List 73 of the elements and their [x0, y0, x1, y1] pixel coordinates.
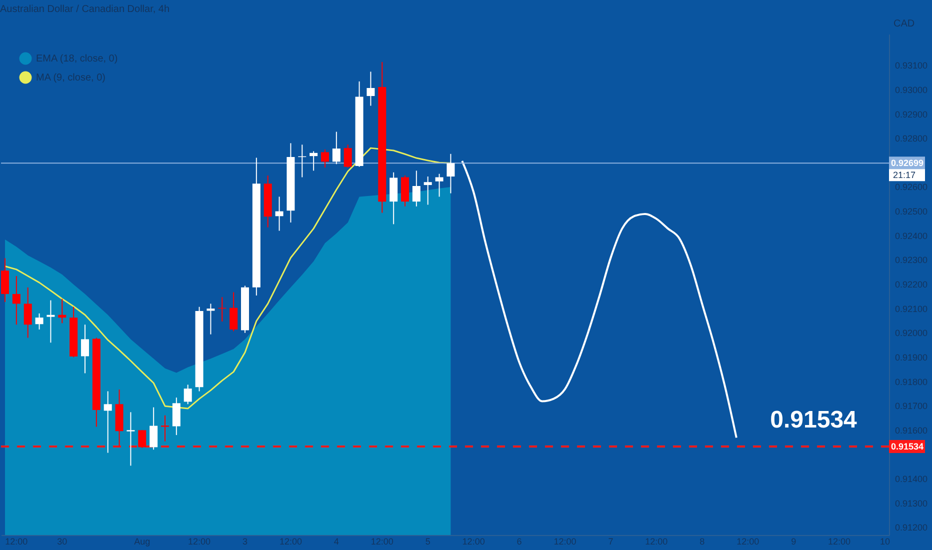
candlestick [275, 196, 284, 232]
candlestick [446, 153, 455, 194]
candlestick [435, 173, 444, 198]
legend-label: EMA (18, close, 0) [36, 54, 118, 64]
x-tick-label: 5 [425, 536, 430, 546]
candlestick [150, 406, 158, 450]
candlestick [24, 286, 32, 338]
ref-line-label: 0.91534 [891, 441, 924, 452]
y-tick-label: 0.91400 [895, 474, 928, 484]
y-tick-label: 0.93000 [895, 84, 928, 95]
candlestick [184, 384, 192, 405]
candlestick [206, 303, 215, 335]
y-tick-label: 0.92900 [895, 109, 928, 120]
x-tick-label: 9 [791, 536, 796, 546]
chart-title: Australian Dollar / Canadian Dollar, 4h [0, 4, 170, 15]
y-axis-title: CAD [894, 18, 915, 30]
line-series [461, 160, 738, 439]
candlestick [310, 150, 318, 172]
x-tick-label: 12:00 [645, 536, 668, 546]
x-tick-label: 12:00 [370, 536, 394, 546]
x-tick-label: 30 [57, 536, 68, 546]
text: 21:17 [893, 170, 916, 180]
candlestick [366, 71, 375, 106]
y-tick-label: 0.92100 [895, 304, 928, 314]
x-tick-label: 10 [880, 536, 890, 546]
x-tick-label: 12:00 [462, 536, 485, 546]
y-tick-label: 0.91900 [895, 352, 928, 362]
x-tick-label: 8 [700, 536, 705, 546]
candlestick [126, 412, 135, 466]
y-tick-label: 0.91600 [895, 425, 928, 436]
candlestick [81, 324, 89, 374]
candlestick [230, 292, 238, 332]
x-tick-label: 12:00 [828, 536, 851, 546]
y-tick-label: 0.92300 [895, 255, 928, 266]
y-tick-label: 0.91800 [895, 376, 928, 387]
x-tick-label: 12:00 [554, 536, 576, 546]
candlestick [390, 172, 398, 225]
y-tick-label: 0.92600 [895, 182, 928, 192]
candlestick [1, 258, 9, 303]
y-tick-label: 0.92000 [895, 328, 928, 338]
candlestick [424, 176, 432, 206]
y-tick-label: 0.92500 [895, 206, 928, 217]
legend-label: MA (9, close, 0) [36, 72, 106, 84]
y-tick-label: 0.92200 [895, 280, 928, 290]
x-tick-label: 3 [242, 536, 248, 546]
y-tick-label: 0.93100 [895, 60, 928, 71]
x-tick-label: 12:00 [279, 536, 302, 546]
y-tick-label: 0.91200 [895, 522, 928, 533]
x-tick-label: 6 [516, 536, 522, 546]
candlestick [58, 298, 66, 324]
candlestick [344, 144, 352, 168]
candlestick [172, 397, 180, 436]
candlestick [104, 390, 112, 454]
y-tick-label: 0.92400 [895, 230, 928, 241]
candlestick [412, 170, 420, 207]
candlestick [321, 149, 329, 168]
x-tick-label: 4 [334, 536, 339, 546]
x-tick-label: 12:00 [5, 536, 28, 546]
x-tick-label: 7 [608, 536, 614, 546]
x-tick-label: 12:00 [736, 536, 760, 546]
y-tick-label: 0.91700 [895, 401, 928, 412]
candlestick [35, 312, 44, 330]
y-tick-label: 0.91300 [895, 498, 928, 508]
ref-line-label: 0.92699 [891, 158, 924, 168]
x-tick-label: 12:00 [188, 536, 211, 546]
candlestick [46, 300, 55, 344]
y-tick-label: 0.92800 [895, 134, 928, 144]
candlestick [332, 131, 340, 165]
annotation: 0.91534 [770, 406, 858, 434]
x-tick-label: Aug [134, 536, 150, 546]
candlestick [138, 430, 146, 448]
candlestick [161, 414, 169, 442]
candlestick [12, 275, 20, 326]
